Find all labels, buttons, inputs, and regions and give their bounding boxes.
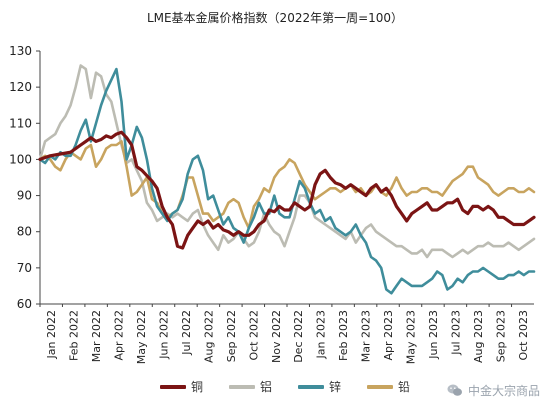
x-tick-label: Jan 2023 [315, 310, 328, 359]
y-tick-label: 80 [17, 225, 32, 239]
series-line-lead [38, 140, 536, 230]
y-tick-label: 110 [9, 116, 32, 130]
x-tick-label: Apr 2022 [113, 310, 126, 361]
series-line-zinc [38, 67, 536, 295]
legend-swatch-copper [160, 384, 186, 389]
x-tick-label: May 2023 [405, 310, 418, 364]
x-tick-label: Apr 2023 [382, 310, 395, 361]
watermark: 中金大宗商品 [447, 382, 540, 399]
axes: 60 70 80 90 100 110 120 130 Jan 2022 Feb 2022 Mar … [9, 44, 534, 364]
legend-item-lead: 铅 [367, 378, 410, 395]
y-tick-label: 120 [9, 80, 32, 94]
x-tick-label: Jun 2023 [427, 310, 440, 360]
watermark-text: 中金大宗商品 [467, 384, 540, 398]
legend-label-aluminum: 铝 [260, 380, 273, 394]
x-tick-label: Aug 2023 [472, 310, 485, 363]
legend-label-zinc: 锌 [329, 380, 342, 394]
legend-swatch-zinc [298, 384, 325, 389]
legend-item-zinc: 锌 [298, 378, 341, 395]
x-tick-label: Sep 2022 [225, 310, 238, 362]
x-tick-label: Aug 2022 [202, 310, 215, 363]
y-tick-label: 70 [17, 261, 32, 275]
legend-label-copper: 铜 [191, 380, 204, 394]
x-tick-label: Sep 2023 [494, 310, 507, 362]
y-tick-label: 60 [17, 297, 32, 311]
x-tick-label: Feb 2022 [68, 310, 81, 361]
wechat-icon [447, 384, 462, 396]
x-tick-label: May 2022 [135, 310, 148, 364]
legend-swatch-aluminum [229, 384, 256, 389]
x-tick-label: Jun 2022 [158, 310, 171, 360]
legend: 铜 铝 锌 铅 [160, 378, 436, 395]
chart-title: LME基本金属价格指数（2022年第一周=100） [147, 10, 403, 25]
x-tick-label: Jul 2023 [449, 310, 462, 356]
y-tick-label: 90 [17, 189, 32, 203]
y-tick-label: 100 [9, 152, 32, 166]
y-tick-label: 130 [9, 44, 32, 58]
x-tick-label: Feb 2023 [337, 310, 350, 361]
x-tick-label: Mar 2022 [90, 310, 103, 362]
legend-item-aluminum: 铝 [229, 378, 272, 395]
x-tick-label: Jul 2022 [180, 310, 193, 356]
x-tick-label: Oct 2023 [517, 310, 530, 361]
legend-swatch-lead [367, 384, 394, 389]
x-tick-label: Dec 2022 [292, 310, 305, 363]
x-tick-label: Oct 2022 [247, 310, 260, 361]
series-line-copper [38, 130, 536, 250]
series-layer [38, 64, 536, 295]
legend-item-copper: 铜 [160, 378, 203, 395]
x-tick-label: Nov 2022 [270, 310, 283, 363]
legend-label-lead: 铅 [398, 380, 411, 394]
x-tick-label: Mar 2023 [360, 310, 373, 362]
x-tick-label: Jan 2022 [45, 310, 58, 359]
